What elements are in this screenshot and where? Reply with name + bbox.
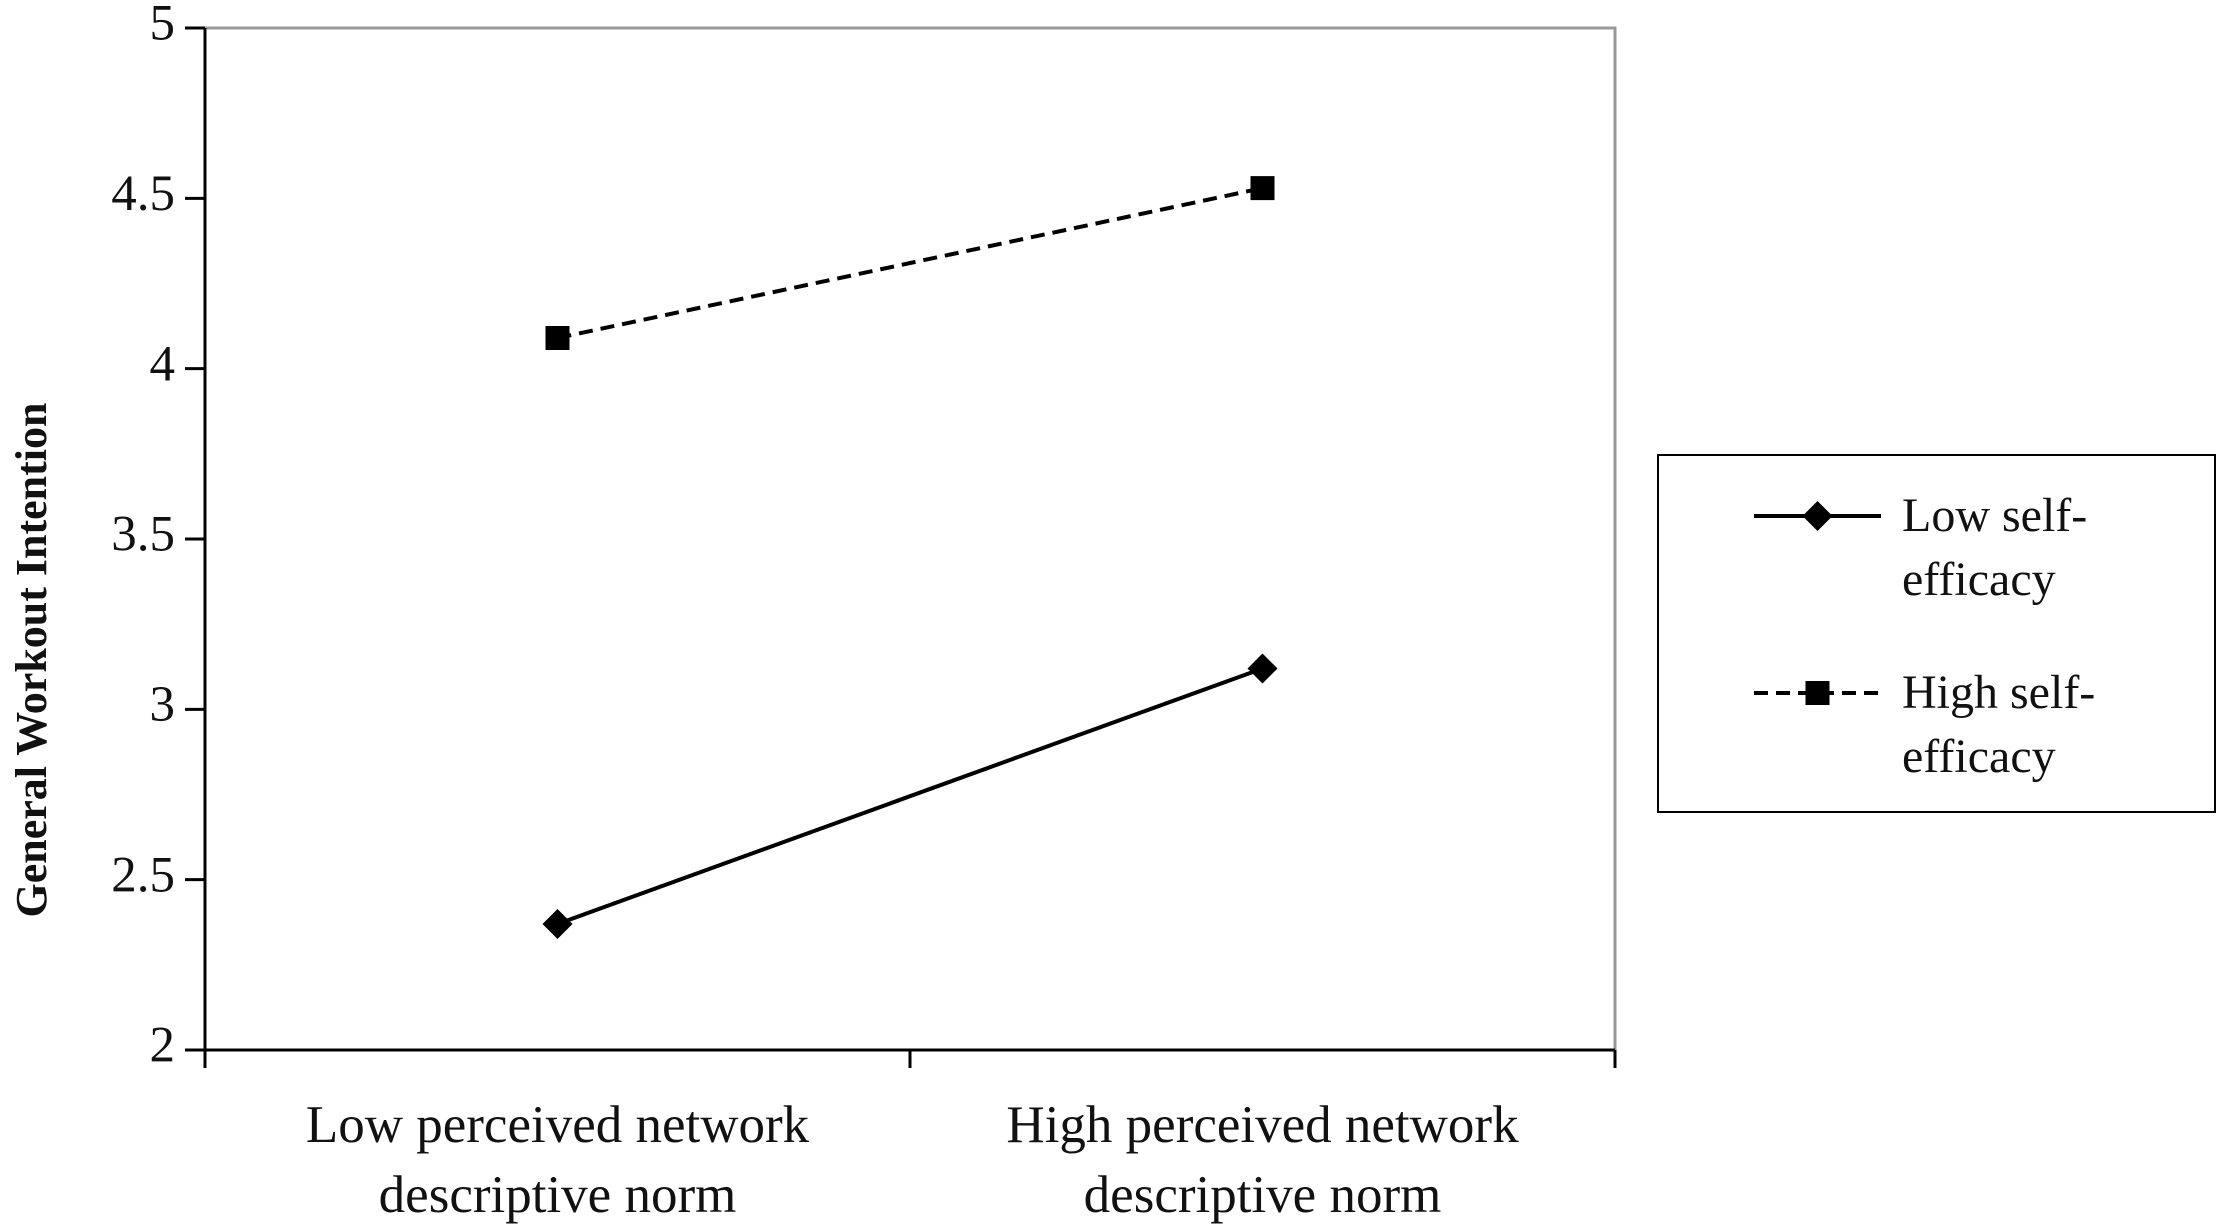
y-tick-label: 2.5 (111, 847, 175, 903)
point (1247, 653, 1278, 684)
x-tick-label: High perceived network descriptive norm (1006, 1096, 1519, 1224)
y-tick-label: 2 (150, 1018, 176, 1074)
legend-box (1657, 454, 2216, 813)
y-tick-label: 3 (150, 677, 176, 733)
point (542, 908, 573, 939)
point (545, 326, 570, 351)
legend-marker (1805, 681, 1830, 705)
series-line (557, 186, 1263, 340)
y-tick-label: 4 (150, 336, 176, 392)
y-tick-label: 5 (150, 0, 176, 52)
y-tick-label: 3.5 (111, 507, 175, 563)
series-line (556, 666, 1264, 926)
legend-label: Low self-efficacy (1902, 489, 2088, 606)
y-tick-label: 4.5 (111, 166, 175, 222)
legend-marker (1802, 501, 1833, 531)
plot-frame (203, 26, 1617, 1052)
legend-label: High self-efficacy (1902, 666, 2096, 783)
x-tick-label: Low perceived network descriptive norm (305, 1096, 810, 1224)
y-axis-label: General Workout Intention (7, 402, 56, 917)
point (1250, 176, 1275, 201)
